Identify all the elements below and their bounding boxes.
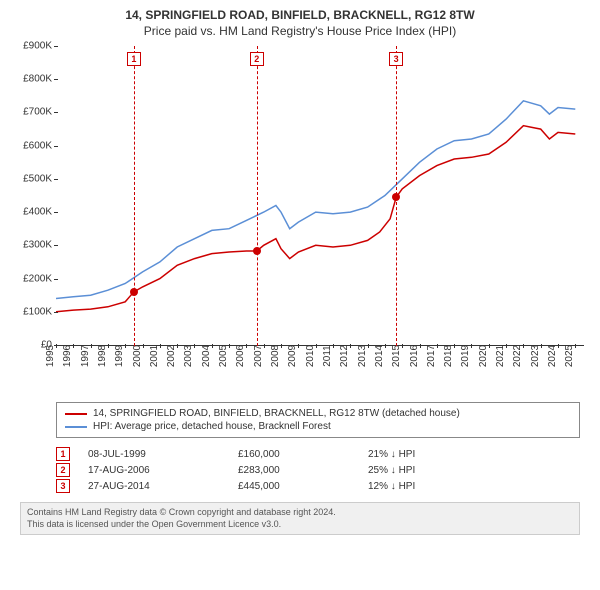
y-axis-label: £100K (10, 306, 52, 317)
y-axis-label: £800K (10, 74, 52, 85)
title-primary: 14, SPRINGFIELD ROAD, BINFIELD, BRACKNEL… (10, 8, 590, 22)
footer-line1: Contains HM Land Registry data © Crown c… (27, 507, 573, 519)
sale-date: 08-JUL-1999 (88, 449, 238, 460)
sale-badge: 2 (56, 463, 70, 477)
footer-attribution: Contains HM Land Registry data © Crown c… (20, 502, 580, 535)
sale-diff: 12% ↓ HPI (368, 481, 415, 492)
footer-line2: This data is licensed under the Open Gov… (27, 519, 573, 531)
title-secondary: Price paid vs. HM Land Registry's House … (10, 24, 590, 38)
y-axis-label: £200K (10, 273, 52, 284)
legend-swatch (65, 413, 87, 415)
legend: 14, SPRINGFIELD ROAD, BINFIELD, BRACKNEL… (56, 402, 580, 438)
sales-table: 1 08-JUL-1999£160,00021% ↓ HPI 2 17-AUG-200… (56, 446, 580, 494)
sale-price: £445,000 (238, 481, 368, 492)
legend-label: 14, SPRINGFIELD ROAD, BINFIELD, BRACKNEL… (93, 408, 460, 419)
legend-item: HPI: Average price, detached house, Brac… (65, 420, 571, 433)
sale-badge: 1 (56, 447, 70, 461)
sale-diff: 21% ↓ HPI (368, 449, 415, 460)
marker-badge: 1 (127, 52, 141, 66)
legend-label: HPI: Average price, detached house, Brac… (93, 421, 331, 432)
legend-swatch (65, 426, 87, 428)
y-axis-label: £900K (10, 41, 52, 52)
sale-row: 3 27-AUG-2014£445,00012% ↓ HPI (56, 478, 580, 494)
sale-row: 2 17-AUG-2006£283,00025% ↓ HPI (56, 462, 580, 478)
chart: 1995199619971998199920002001200220032004… (10, 46, 590, 394)
marker-line (257, 46, 258, 346)
y-axis-label: £0 (10, 340, 52, 351)
sale-row: 1 08-JUL-1999£160,00021% ↓ HPI (56, 446, 580, 462)
sale-diff: 25% ↓ HPI (368, 465, 415, 476)
y-axis-label: £700K (10, 107, 52, 118)
chart-svg (56, 46, 584, 345)
marker-badge: 2 (250, 52, 264, 66)
marker-line (134, 46, 135, 346)
sale-price: £283,000 (238, 465, 368, 476)
y-axis-label: £400K (10, 207, 52, 218)
plot-area (56, 46, 584, 346)
sale-price: £160,000 (238, 449, 368, 460)
sale-date: 17-AUG-2006 (88, 465, 238, 476)
x-axis-labels: 1995199619971998199920002001200220032004… (56, 348, 584, 394)
marker-line (396, 46, 397, 346)
legend-item: 14, SPRINGFIELD ROAD, BINFIELD, BRACKNEL… (65, 407, 571, 420)
sale-date: 27-AUG-2014 (88, 481, 238, 492)
page-container: 14, SPRINGFIELD ROAD, BINFIELD, BRACKNEL… (0, 0, 600, 590)
x-axis-label: 2025 (564, 345, 594, 367)
y-axis-label: £300K (10, 240, 52, 251)
y-axis-label: £600K (10, 140, 52, 151)
y-axis-label: £500K (10, 173, 52, 184)
sale-badge: 3 (56, 479, 70, 493)
marker-badge: 3 (389, 52, 403, 66)
